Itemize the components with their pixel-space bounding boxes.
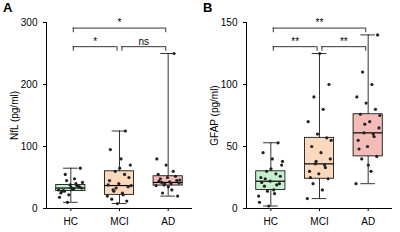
svg-text:AD: AD — [361, 216, 375, 227]
svg-text:GFAP (pg/ml): GFAP (pg/ml) — [209, 85, 220, 145]
svg-text:MCI: MCI — [310, 216, 328, 227]
svg-text:**: ** — [291, 36, 299, 47]
svg-text:HC: HC — [264, 216, 278, 227]
svg-text:100: 100 — [21, 141, 38, 152]
svg-text:100: 100 — [221, 79, 238, 90]
svg-text:**: ** — [340, 36, 348, 47]
svg-text:**: ** — [316, 17, 324, 28]
svg-text:200: 200 — [21, 79, 38, 90]
svg-text:HC: HC — [64, 216, 78, 227]
svg-text:0: 0 — [32, 203, 38, 214]
svg-text:50: 50 — [226, 141, 238, 152]
svg-text:150: 150 — [221, 17, 238, 28]
html-text:A: A — [3, 0, 13, 15]
svg-text:MCI: MCI — [110, 216, 128, 227]
svg-text:*: * — [93, 36, 97, 47]
svg-text:300: 300 — [21, 17, 38, 28]
html-text:B: B — [203, 0, 213, 15]
svg-text:ns: ns — [139, 36, 150, 47]
svg-text:0: 0 — [232, 203, 238, 214]
svg-text:*: * — [118, 17, 122, 28]
svg-text:AD: AD — [161, 216, 175, 227]
svg-text:NfL (pg/ml): NfL (pg/ml) — [9, 91, 20, 140]
